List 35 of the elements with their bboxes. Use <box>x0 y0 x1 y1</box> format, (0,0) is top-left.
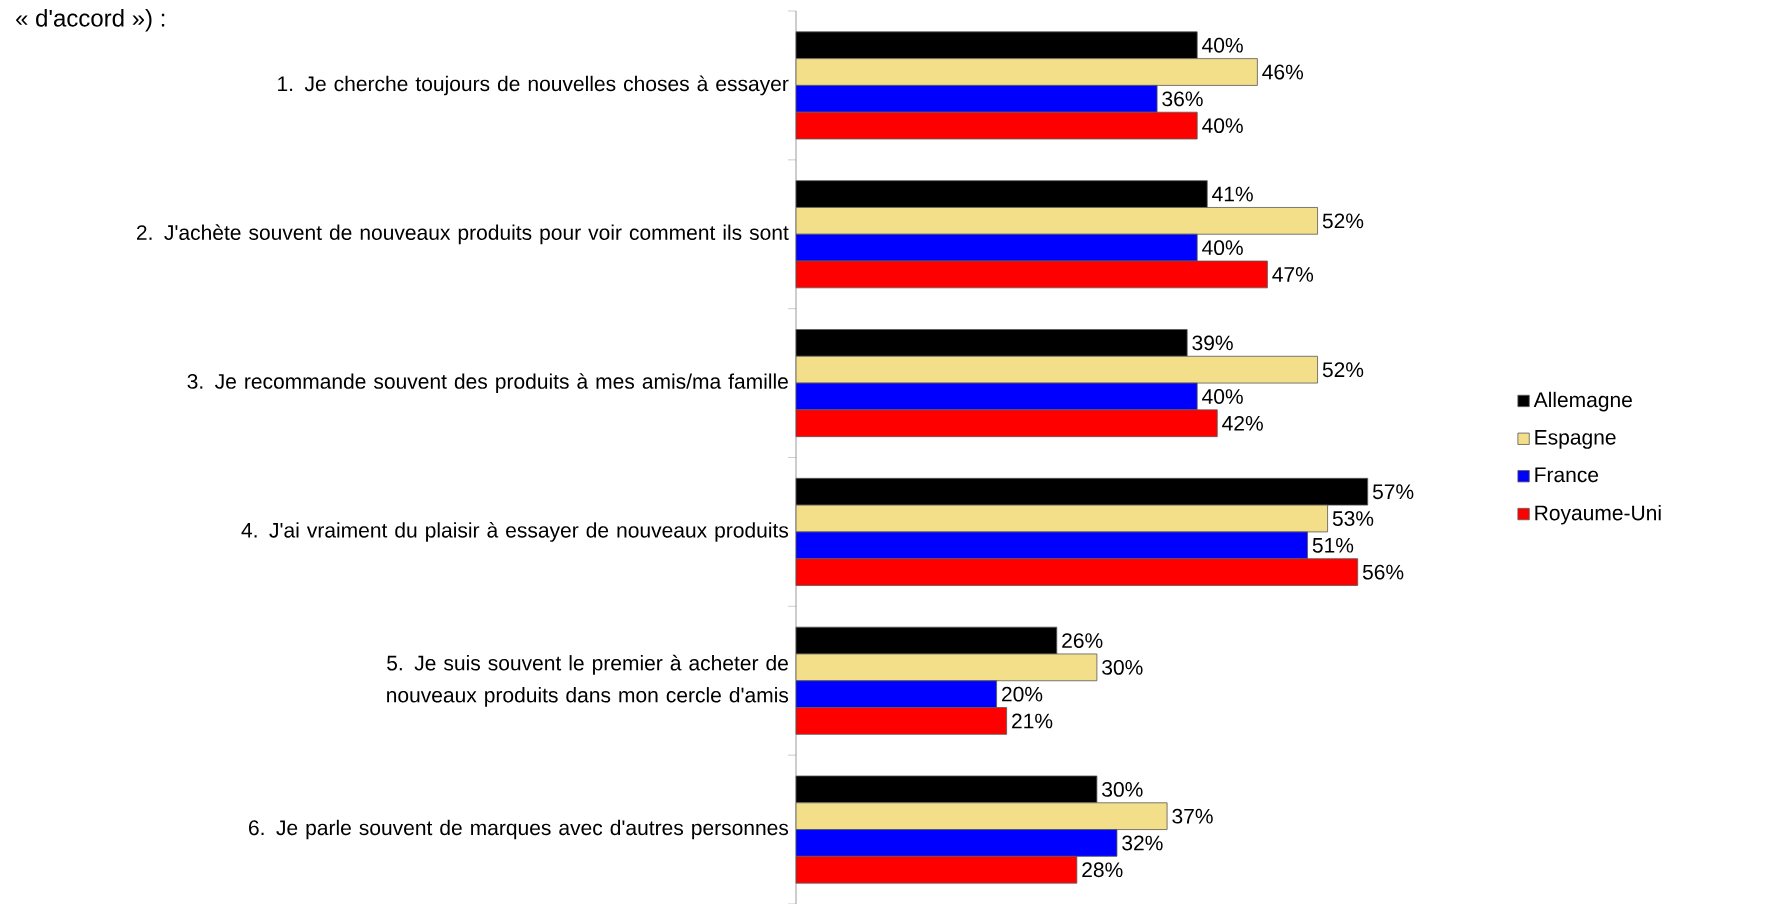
legend-label: Allemagne <box>1533 391 1632 412</box>
data-label: 30% <box>1102 781 1143 797</box>
data-label: 40% <box>1202 118 1243 134</box>
y-tick-label: 3. Je recommande souvent des produits à mes amis/ma famille <box>187 373 788 393</box>
data-label: 52% <box>1322 213 1364 229</box>
data-label: 51% <box>1312 537 1354 553</box>
y-tick-label: 1. Je cherche toujours de nouvelles choses à essayer <box>278 75 789 96</box>
data-label: 21% <box>1012 713 1053 729</box>
data-label: 36% <box>1162 91 1203 107</box>
legend-label: France <box>1535 467 1599 483</box>
y-tick-label: 6. Je parle souvent de marques avec d'autres personnes <box>249 819 789 840</box>
data-label: 28% <box>1082 862 1123 878</box>
data-label: 42% <box>1222 415 1263 431</box>
data-label: 40% <box>1202 240 1243 256</box>
data-label: 53% <box>1332 511 1374 526</box>
y-tick-label: 2. J'achète souvent de nouveaux produits pour voir comment ils sont <box>136 224 789 245</box>
data-label: 32% <box>1122 835 1163 851</box>
y-tick-label: 5. Je suis souvent le premier à acheter de nouveaux produits dans mon cercle d'amis <box>387 654 789 707</box>
data-label: 41% <box>1212 186 1253 202</box>
legend-label: Royaume-Uni <box>1535 504 1661 525</box>
data-label: 40% <box>1202 37 1243 53</box>
legend-label: Espagne <box>1535 430 1616 449</box>
data-label: 39% <box>1192 335 1233 351</box>
y-tick-label: 4. J'ai vraiment du plaisir à essayer de nouveaux produits <box>241 522 789 542</box>
data-label: 57% <box>1372 484 1414 500</box>
data-label: 47% <box>1272 267 1314 282</box>
data-label: 26% <box>1062 633 1103 648</box>
data-label: 56% <box>1362 564 1404 580</box>
data-label: 20% <box>1002 686 1043 702</box>
data-label: 37% <box>1172 808 1213 824</box>
data-label: 46% <box>1262 64 1304 80</box>
text: « d'accord ») : <box>16 9 165 32</box>
data-label: 40% <box>1202 389 1243 404</box>
data-label: 30% <box>1102 659 1143 675</box>
data-label: 52% <box>1322 362 1364 378</box>
